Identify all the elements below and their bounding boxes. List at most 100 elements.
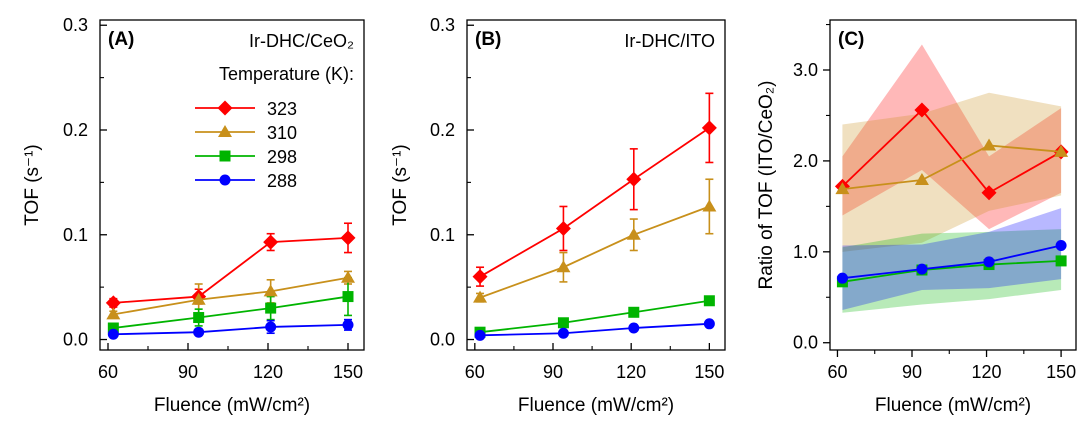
point-288 [836,272,848,284]
point-323 [626,171,642,187]
y-tick-label: 0.0 [430,330,455,350]
y-axis-label: TOF (s⁻¹) [390,144,411,225]
y-tick-label: 0.2 [63,120,88,140]
point-310 [626,227,641,240]
panel-label: (A) [108,29,134,50]
y-tick-label: 3.0 [793,60,818,80]
x-tick-label: 120 [972,362,1002,382]
point-310 [106,307,121,320]
band-310 [842,92,1062,252]
x-tick-label: 90 [178,362,198,382]
panel-b: 60 90 120 150 0.0 0.1 0.2 0.3 Fluence (mW/cm²) TO… [390,15,726,416]
y-tick-label: 0.1 [63,225,88,245]
point-323 [555,220,571,236]
point-298 [703,295,715,307]
panel-a: 60 90 120 150 0.0 0.1 0.2 0.3 Fluence (mW/cm²) TO… [22,15,365,416]
series-line-323 [841,108,1062,194]
point-310 [835,182,850,195]
sample-annotation: Ir-DHC/ITO [624,31,715,51]
x-axis-label: Fluence (mW/cm²) [518,395,674,416]
x-tick-label: 120 [616,362,646,382]
series-line-298 [842,260,1062,283]
series-line-288 [113,323,349,336]
x-tick-label: 150 [694,362,724,382]
legend-label: 298 [267,147,297,167]
series-line-288 [480,322,710,337]
point-310 [702,199,717,212]
x-tick-label: 60 [827,362,847,382]
x-tick-label: 150 [1046,362,1076,382]
x-tick-label: 120 [253,362,283,382]
panel-label: (B) [475,29,501,50]
point-288 [983,256,995,268]
point-323 [914,102,930,118]
point-323 [263,234,279,250]
point-288 [193,326,205,338]
series-line-310 [479,205,710,299]
x-tick-label: 60 [98,362,118,382]
point-288 [916,263,928,275]
legend-label: 323 [267,99,297,119]
point-288 [265,321,277,333]
series-line-323 [479,127,710,278]
y-tick-label: 0.3 [430,15,455,35]
x-axis-label: Fluence (mW/cm²) [154,395,310,416]
legend-label: 310 [267,123,297,143]
point-323 [981,185,997,201]
plot-frame [466,19,726,351]
panel-c: 60 90 120 150 0.0 1.0 2.0 3.0 Fluence (mW/cm²) Ra… [756,19,1077,416]
point-310 [982,138,997,151]
series-line-310 [842,144,1062,190]
x-tick-label: 60 [465,362,485,382]
point-310 [473,290,488,303]
y-tick-label: 1.0 [793,242,818,262]
point-298 [265,302,277,314]
point-310 [263,284,278,297]
point-310 [191,292,206,305]
legend-marker [218,125,232,137]
point-288 [557,327,569,339]
y-tick-label: 0.0 [63,330,88,350]
series-line-323 [113,237,349,304]
series-line-288 [842,244,1062,280]
y-tick-label: 2.0 [793,151,818,171]
point-323 [472,269,488,285]
point-298 [193,312,205,324]
point-310 [556,260,571,273]
point-298 [342,291,354,303]
legend-marker [219,174,231,186]
point-288 [342,319,354,331]
x-tick-label: 150 [333,362,363,382]
x-tick-label: 90 [543,362,563,382]
panel-label: (C) [838,29,864,50]
legend-label: 288 [267,171,297,191]
band-288 [842,208,1062,310]
series-line-298 [113,295,349,329]
point-323 [701,120,717,136]
point-288 [107,328,119,340]
point-288 [1055,239,1067,251]
point-288 [474,329,486,341]
plot-frame [829,19,1077,351]
y-tick-label: 0.2 [430,120,455,140]
y-tick-label: 0.3 [63,15,88,35]
point-310 [914,173,929,185]
plot-frame [99,19,365,351]
x-tick-label: 90 [902,362,922,382]
legend-marker [219,150,231,162]
point-310 [1054,144,1069,157]
legend-marker [217,100,233,116]
y-axis-label: TOF (s⁻¹) [22,144,43,225]
point-298 [628,306,640,318]
point-323 [105,295,121,311]
y-tick-label: 0.0 [793,333,818,353]
series-line-310 [113,276,349,316]
series-line-298 [479,299,710,334]
point-288 [628,322,640,334]
point-298 [107,322,119,334]
point-288 [703,318,715,330]
y-tick-label: 0.1 [430,225,455,245]
legend-title: Temperature (K): [219,64,354,84]
y-axis-label: Ratio of TOF (ITO/CeO₂) [756,80,777,289]
